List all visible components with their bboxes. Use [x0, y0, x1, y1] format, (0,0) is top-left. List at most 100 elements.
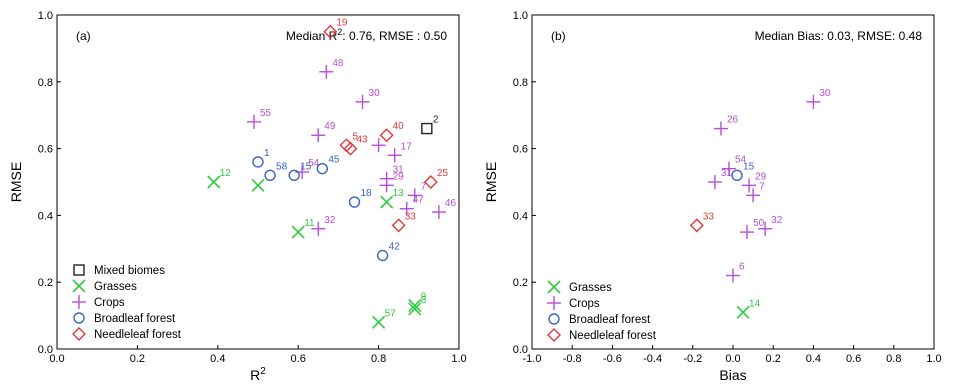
- point-label: 31: [721, 168, 733, 179]
- x-tick-label: -1.0: [523, 353, 542, 365]
- x-tick-label: -0.6: [603, 353, 622, 365]
- data-point-circle: [348, 196, 361, 208]
- legend-label: Crops: [94, 297, 125, 309]
- data-point-plus: [742, 178, 757, 193]
- data-point-plus: [431, 205, 446, 220]
- data-point-plus: [726, 268, 740, 283]
- y-tick-label: 0.2: [38, 277, 53, 289]
- legend-marker-diamond: [72, 327, 86, 341]
- point-label: 6: [739, 262, 745, 273]
- point-label: 7: [759, 181, 765, 192]
- data-point-square: [421, 122, 433, 135]
- data-point-plus: [311, 221, 326, 236]
- legend-label: Crops: [569, 298, 600, 310]
- legend-marker-circle: [73, 312, 85, 324]
- x-axis-label: R2: [250, 366, 266, 383]
- y-tick-label: 0.8: [513, 77, 528, 89]
- x-tick-label: -0.8: [563, 353, 582, 365]
- point-label: 2: [433, 115, 439, 126]
- x-tick-label: 0.6: [846, 353, 861, 365]
- plot-frame: [56, 14, 460, 350]
- legend-marker-x: [547, 280, 561, 294]
- point-label: 32: [324, 215, 336, 226]
- y-tick-label: 0.6: [513, 144, 528, 156]
- point-label: 40: [393, 121, 405, 132]
- point-label: 18: [360, 188, 372, 199]
- x-tick-label: 0.0: [725, 353, 740, 365]
- data-point-diamond: [379, 128, 394, 143]
- legend-marker-circle: [548, 313, 560, 325]
- point-label: 54: [308, 158, 320, 169]
- x-tick-label: 0.8: [886, 353, 901, 365]
- y-tick-label: 1.0: [513, 10, 528, 22]
- point-label: 30: [369, 88, 381, 99]
- point-label: 29: [393, 171, 405, 182]
- point-label: 43: [356, 135, 368, 146]
- median-annotation: Median Bias: 0.03, RMSE: 0.48: [755, 29, 923, 43]
- data-point-plus: [379, 178, 394, 193]
- point-label: 50: [753, 218, 765, 229]
- point-label: 19: [336, 18, 348, 29]
- data-point-plus: [740, 225, 755, 240]
- data-point-x: [408, 299, 422, 313]
- point-label: 15: [300, 161, 312, 172]
- series-broadleaf-forest: 1 58 15 45 18 42: [252, 148, 401, 262]
- x-tick-label: 1.0: [926, 353, 941, 365]
- data-point-plus: [387, 148, 402, 163]
- point-label: 30: [819, 88, 831, 99]
- point-label: 9: [421, 292, 427, 303]
- legend-label: Needleleaf forest: [94, 329, 182, 341]
- point-label: 48: [332, 58, 344, 69]
- x-tick-label: 0.6: [291, 353, 306, 365]
- x-tick-label: 0.8: [371, 353, 386, 365]
- data-point-plus: [246, 114, 261, 129]
- series-grasses: 12 11 13 57 89: [207, 168, 427, 329]
- y-tick-label: 0.0: [513, 344, 528, 356]
- point-label: 42: [389, 241, 401, 252]
- data-point-plus: [319, 64, 334, 79]
- point-label: 29: [755, 171, 767, 182]
- y-tick-label: 0.0: [38, 344, 53, 356]
- point-label: 32: [771, 215, 783, 226]
- data-point-diamond: [339, 138, 354, 153]
- point-label: 46: [445, 198, 457, 209]
- series-broadleaf-forest: 15: [731, 161, 755, 182]
- point-label: 54: [735, 155, 747, 166]
- legend-label: Broadleaf forest: [94, 313, 176, 325]
- data-point-plus: [311, 128, 326, 143]
- data-point-plus: [407, 188, 422, 203]
- point-label: 47: [413, 195, 425, 206]
- data-point-x: [408, 302, 422, 316]
- annotation-superscript: 2: [337, 27, 342, 37]
- annotation-text: : 0.76, RMSE : 0.50: [342, 29, 447, 43]
- legend-marker-diamond: [547, 328, 561, 342]
- point-label: 8: [421, 295, 427, 306]
- scatter-panel-b: -1.0 -0.8 -0.6 -0.4 -0.2 0.0 0.2 0.4 0.6 0.8 1.0 0.…: [483, 10, 942, 383]
- point-label: 58: [276, 161, 288, 172]
- data-point-plus: [721, 161, 736, 176]
- point-label: 14: [749, 298, 761, 309]
- point-label: 17: [401, 141, 413, 152]
- data-point-diamond: [689, 218, 704, 233]
- data-point-plus: [707, 175, 722, 189]
- point-label: 12: [220, 168, 232, 179]
- legend-label: Grasses: [569, 282, 612, 294]
- data-point-x: [372, 315, 386, 329]
- median-annotation: Median R2: 0.76, RMSE : 0.50: [286, 27, 447, 43]
- data-point-x: [291, 225, 305, 239]
- y-axis-label: RMSE: [8, 162, 24, 202]
- legend-label: Mixed biomes: [94, 265, 165, 277]
- x-tick-label: 0.2: [130, 353, 145, 365]
- data-point-x: [251, 178, 265, 192]
- panel-label: (b): [551, 29, 566, 43]
- point-label: 7: [421, 181, 427, 192]
- x-tick-label: 1.0: [451, 353, 466, 365]
- point-label: 45: [328, 155, 340, 166]
- data-point-diamond: [343, 141, 358, 156]
- legend-label: Grasses: [94, 281, 137, 293]
- x-tick-label: 0.0: [49, 353, 64, 365]
- legend: Grasses Crops Broadleaf forest Needleleaf f…: [547, 280, 657, 342]
